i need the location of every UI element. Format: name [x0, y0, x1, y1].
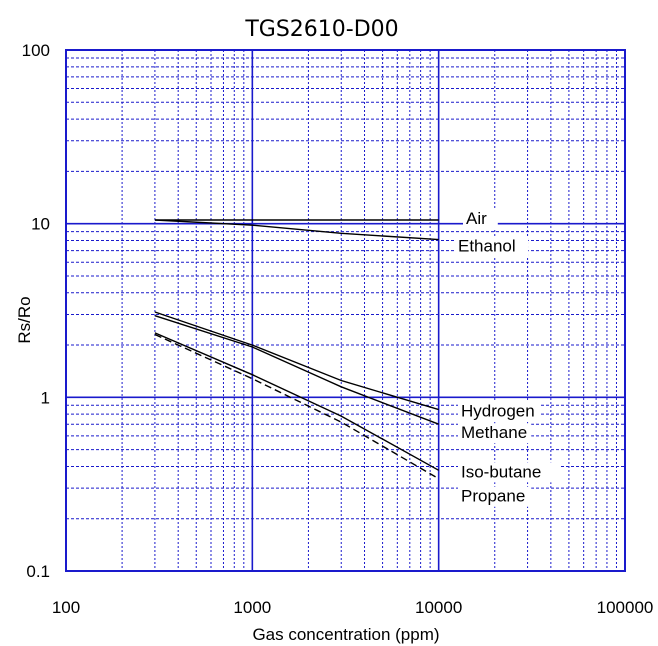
grid [65, 50, 625, 572]
x-tick-label: 100000 [597, 598, 654, 617]
y-tick-label: 10 [31, 215, 50, 234]
series-label-propane: Propane [461, 487, 525, 506]
chart-title: TGS2610-D00 [244, 17, 398, 42]
series-line-methane [154, 315, 439, 425]
x-tick-label: 100 [52, 598, 80, 617]
y-tick-label: 0.1 [26, 562, 50, 581]
series-line-hydrogen [154, 311, 439, 411]
y-tick-label: 100 [22, 41, 50, 60]
x-tick-label: 1000 [233, 598, 271, 617]
series-label-background [458, 423, 532, 444]
plot-frame [65, 49, 626, 572]
series-label-methane: Methane [461, 423, 527, 442]
series-labels: Air Ethanol Hydrogen Methane Iso-butane Propa… [455, 208, 560, 507]
series-label-background [463, 208, 498, 229]
series-label-background [458, 486, 532, 507]
series-line-ethanol [154, 219, 439, 241]
series-label-ethanol: Ethanol [458, 237, 516, 256]
series-label-background [455, 236, 529, 257]
series-label-background [458, 401, 541, 422]
y-tick-labels: 0.1 1 10 100 [22, 41, 50, 581]
y-tick-label: 1 [41, 388, 50, 407]
series-label-hydrogen: Hydrogen [461, 402, 535, 421]
x-axis-label: Gas concentration (ppm) [252, 625, 439, 644]
series-line-propane [154, 333, 440, 480]
series-lines [154, 219, 440, 480]
series-label-air: Air [466, 209, 487, 228]
series-line-iso-butane [154, 332, 440, 471]
series-label-iso-butane: Iso-butane [461, 462, 541, 481]
series-label-background [458, 462, 560, 483]
x-tick-labels: 100 1000 10000 100000 [52, 598, 654, 617]
y-axis-label: Rs/Ro [15, 296, 34, 343]
x-tick-label: 10000 [415, 598, 462, 617]
